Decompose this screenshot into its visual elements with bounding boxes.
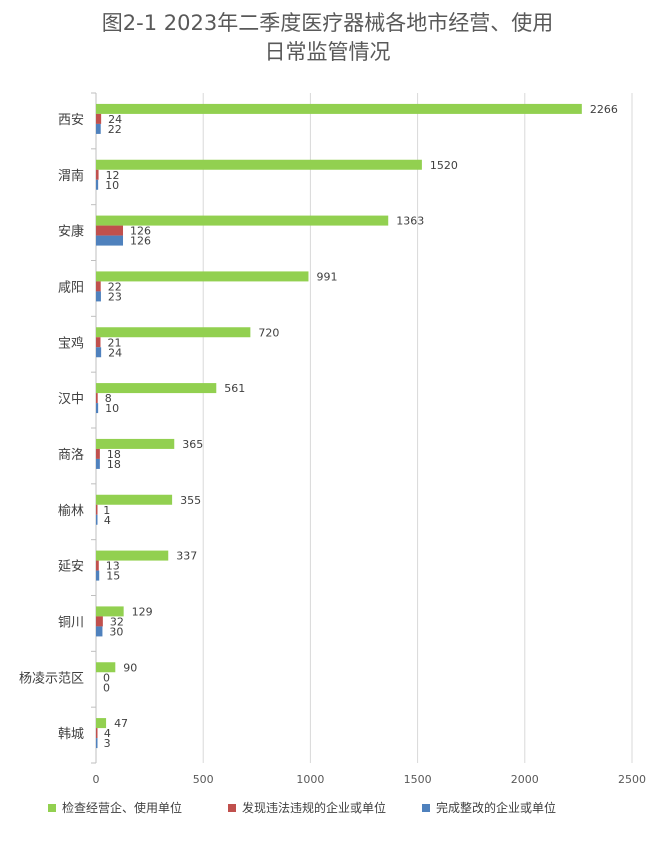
data-label-series-2: 32 xyxy=(110,615,124,628)
legend-label-series-1: 检查经营企、使用单位 xyxy=(62,800,182,815)
data-label-series-2: 0 xyxy=(103,671,110,684)
bar-series-2 xyxy=(96,225,124,236)
data-label-series-1: 991 xyxy=(316,270,337,283)
bar-series-2 xyxy=(96,560,99,571)
category-label: 韩城 xyxy=(58,727,84,742)
bar-series-1 xyxy=(96,271,309,282)
data-label-series-2: 126 xyxy=(130,225,151,238)
bar-series-2 xyxy=(96,337,101,348)
chart-title-line-2: 日常监管情况 xyxy=(264,40,391,64)
bar-series-3 xyxy=(96,235,124,246)
data-label-series-3: 23 xyxy=(108,290,122,303)
bar-series-3 xyxy=(96,403,99,414)
bar-series-1 xyxy=(96,383,217,394)
data-label-series-2: 1 xyxy=(103,504,110,517)
bar-series-3 xyxy=(96,626,103,637)
bar-series-2 xyxy=(96,169,99,180)
bar-series-1 xyxy=(96,662,116,673)
bar-series-3 xyxy=(96,291,101,302)
legend-swatch-series-2 xyxy=(228,804,236,812)
data-label-series-2: 13 xyxy=(106,560,120,573)
category-label: 宝鸡 xyxy=(58,335,84,351)
data-label-series-2: 4 xyxy=(104,727,111,740)
bar-series-1 xyxy=(96,215,389,226)
data-label-series-1: 129 xyxy=(132,605,153,618)
data-label-series-1: 355 xyxy=(180,494,201,507)
bar-series-1 xyxy=(96,718,107,729)
category-label: 安康 xyxy=(58,224,84,240)
data-label-series-3: 24 xyxy=(108,346,122,359)
category-label: 咸阳 xyxy=(58,280,84,295)
bar-series-1 xyxy=(96,327,251,338)
data-label-series-1: 1520 xyxy=(430,159,458,172)
category-label: 西安 xyxy=(58,113,84,128)
data-label-series-3: 4 xyxy=(104,514,111,527)
data-label-series-1: 720 xyxy=(258,326,279,339)
data-label-series-3: 22 xyxy=(108,123,122,136)
bar-series-3 xyxy=(96,179,99,190)
bar-series-3 xyxy=(96,514,98,525)
legend-swatch-series-1 xyxy=(48,804,56,812)
data-label-series-1: 561 xyxy=(224,382,245,395)
data-label-series-3: 30 xyxy=(109,625,123,638)
bar-series-1 xyxy=(96,159,422,170)
bar-series-2 xyxy=(96,448,100,459)
legend-swatch-series-3 xyxy=(422,804,430,812)
bar-series-1 xyxy=(96,438,175,449)
data-label-series-1: 1363 xyxy=(396,215,424,228)
data-label-series-2: 12 xyxy=(106,169,120,182)
bar-series-2 xyxy=(96,504,98,515)
bar-series-3 xyxy=(96,347,102,358)
x-tick-label-2500: 2500 xyxy=(618,773,646,786)
bar-series-2 xyxy=(96,616,103,627)
bar-series-3 xyxy=(96,570,100,581)
data-label-series-3: 10 xyxy=(105,179,119,192)
x-tick-label-1500: 1500 xyxy=(404,773,432,786)
data-label-series-1: 47 xyxy=(114,717,128,730)
bar-series-3 xyxy=(96,738,98,749)
bar-series-2 xyxy=(96,281,101,292)
bar-series-1 xyxy=(96,550,169,561)
data-label-series-2: 8 xyxy=(105,392,112,405)
bar-series-2 xyxy=(96,393,98,404)
data-label-series-2: 21 xyxy=(108,336,122,349)
data-label-series-3: 3 xyxy=(104,737,111,750)
legend-label-series-2: 发现违法违规的企业或单位 xyxy=(242,800,386,815)
category-label: 榆林 xyxy=(58,504,84,519)
bar-series-1 xyxy=(96,494,173,505)
bar-series-1 xyxy=(96,606,124,617)
data-label-series-1: 337 xyxy=(176,550,197,563)
data-label-series-3: 15 xyxy=(106,570,120,583)
category-label: 延安 xyxy=(58,560,84,575)
bar-series-3 xyxy=(96,458,100,469)
data-label-series-2: 24 xyxy=(108,113,122,126)
category-label: 汉中 xyxy=(58,392,84,407)
bar-series-1 xyxy=(96,103,582,114)
category-label: 杨凌示范区 xyxy=(19,671,84,686)
x-tick-label-0: 0 xyxy=(93,773,100,786)
legend-label-series-3: 完成整改的企业或单位 xyxy=(436,800,556,815)
bar-series-3 xyxy=(96,123,101,134)
data-label-series-3: 18 xyxy=(107,458,121,471)
data-label-series-1: 2266 xyxy=(590,103,618,116)
x-tick-label-2000: 2000 xyxy=(511,773,539,786)
data-label-series-1: 90 xyxy=(123,661,137,674)
x-tick-label-1000: 1000 xyxy=(296,773,324,786)
bar-series-2 xyxy=(96,728,98,739)
data-label-series-1: 365 xyxy=(182,438,203,451)
bar-series-2 xyxy=(96,113,102,124)
x-tick-label-500: 500 xyxy=(193,773,214,786)
data-label-series-3: 10 xyxy=(105,402,119,415)
category-label: 渭南 xyxy=(58,168,84,184)
data-label-series-2: 18 xyxy=(107,448,121,461)
data-label-series-3: 126 xyxy=(130,235,151,248)
data-label-series-2: 22 xyxy=(108,280,122,293)
category-label: 商洛 xyxy=(58,448,84,463)
category-label: 铜川 xyxy=(58,615,84,630)
chart-title-line-1: 图2-1 2023年二季度医疗器械各地市经营、使用 xyxy=(101,11,554,35)
data-label-series-3: 0 xyxy=(103,681,110,694)
